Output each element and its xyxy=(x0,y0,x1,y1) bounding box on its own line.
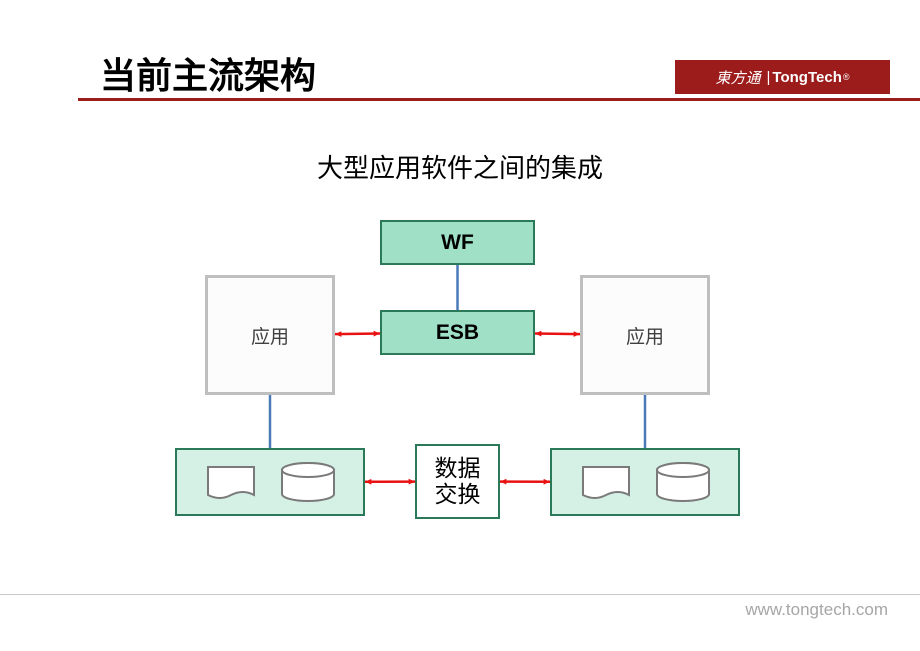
logo-reg-mark: ® xyxy=(843,72,850,82)
slide-subtitle: 大型应用软件之间的集成 xyxy=(0,148,920,185)
data-store-icons xyxy=(190,457,350,507)
footer-divider xyxy=(0,594,920,595)
brand-logo: 東方通 | TongTech ® xyxy=(675,60,890,94)
node-esb: ESB xyxy=(380,310,535,355)
edge-esb-appR xyxy=(535,334,580,335)
node-dx: 数据 交换 xyxy=(415,444,500,519)
node-dbR xyxy=(550,448,740,516)
logo-en-text: TongTech xyxy=(772,69,841,86)
node-appL: 应用 xyxy=(205,275,335,395)
edge-appL-esb xyxy=(335,334,380,335)
logo-separator: | xyxy=(767,69,771,86)
footer-url: www.tongtech.com xyxy=(745,600,888,620)
slide: 東方通 | TongTech ® 当前主流架构 大型应用软件之间的集成 WF ES… xyxy=(0,0,920,651)
node-dbL xyxy=(175,448,365,516)
node-wf: WF xyxy=(380,220,535,265)
data-store-icons xyxy=(565,457,725,507)
architecture-diagram: WF ESB 应用 应用数据 交换 xyxy=(0,200,920,550)
logo-cn-text: 東方通 xyxy=(716,67,761,88)
node-appR: 应用 xyxy=(580,275,710,395)
slide-title: 当前主流架构 xyxy=(100,47,316,99)
